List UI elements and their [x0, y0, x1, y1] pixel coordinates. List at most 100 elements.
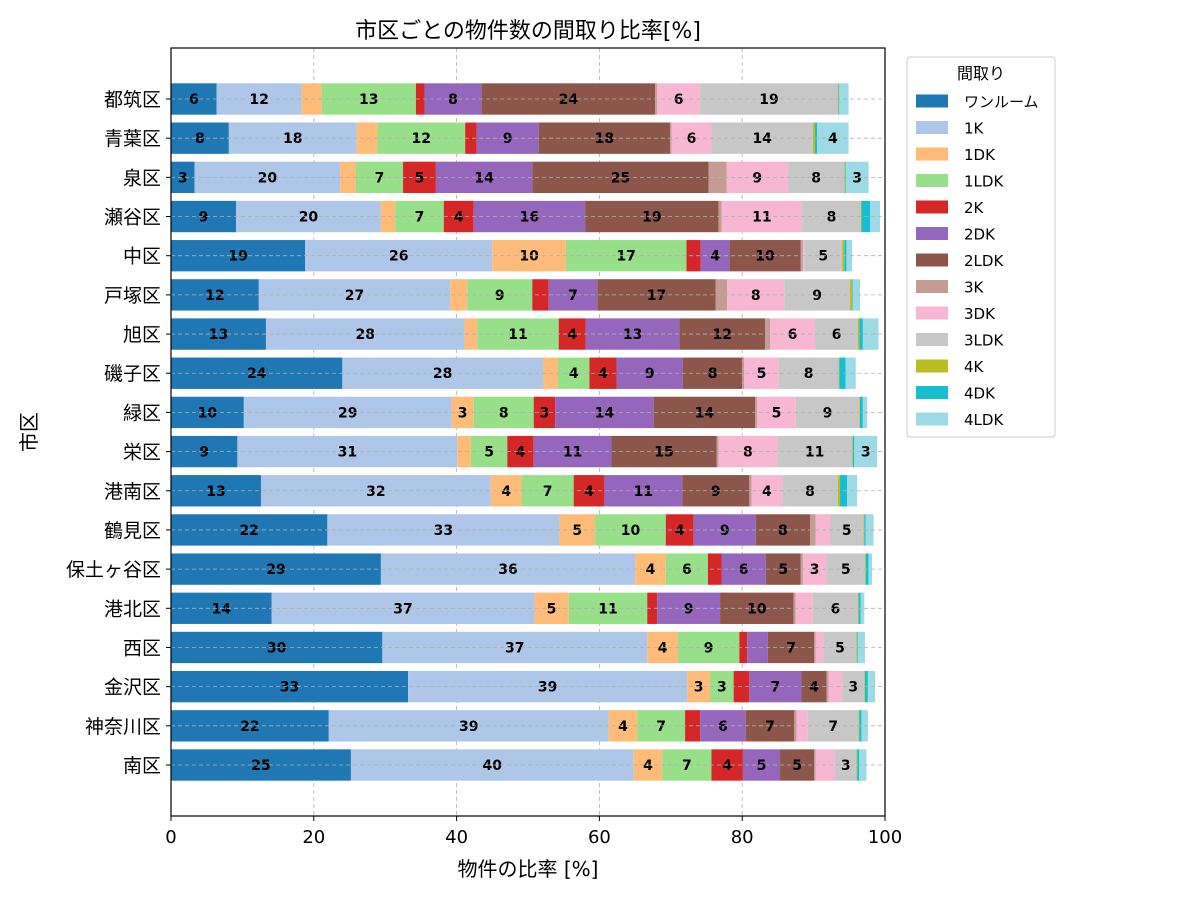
data-label-15-3: 3: [717, 680, 727, 696]
data-label-11-1: 33: [434, 523, 453, 539]
data-label-3-8: 11: [752, 210, 771, 226]
data-label-7-6: 8: [708, 366, 718, 382]
bar-segment-5-4: [532, 279, 549, 311]
data-label-10-6: 9: [711, 484, 721, 500]
legend-label-5: 2DK: [964, 226, 996, 244]
bar-segment-14-10: [856, 631, 858, 664]
bar-segment-12-0: [171, 553, 381, 585]
bar-segment-6-12: [862, 318, 879, 350]
bar-segment-8-7: [755, 396, 758, 429]
data-label-8-9: 9: [823, 405, 833, 421]
y-tick-label-6: 旭区: [123, 324, 161, 346]
data-label-4-5: 4: [710, 249, 720, 265]
bar-segment-11-10: [863, 514, 865, 546]
data-label-15-1: 39: [538, 680, 557, 696]
legend-swatch-11: [916, 386, 948, 399]
bar-segment-10-7: [749, 475, 752, 507]
data-label-14-2: 4: [658, 640, 668, 656]
y-tick-label-9: 栄区: [123, 442, 161, 464]
x-tick-label-5: 100: [868, 827, 902, 848]
data-label-12-3: 6: [682, 562, 692, 578]
data-label-9-3: 5: [484, 445, 494, 461]
data-label-8-0: 10: [198, 405, 218, 421]
legend-label-3: 1LDK: [964, 173, 1004, 191]
data-label-16-3: 7: [656, 719, 666, 735]
data-label-8-2: 3: [458, 405, 468, 421]
y-tick-label-15: 金沢区: [104, 677, 161, 699]
data-label-4-6: 10: [755, 249, 775, 265]
y-tick-label-13: 港北区: [104, 598, 161, 620]
x-axis-title: 物件の比率 [%]: [458, 857, 599, 881]
data-label-11-6: 8: [778, 523, 788, 539]
data-label-14-3: 9: [704, 640, 714, 656]
data-label-12-1: 36: [498, 562, 517, 578]
data-label-12-6: 5: [778, 562, 788, 578]
data-label-0-6: 24: [559, 92, 579, 108]
data-label-4-2: 10: [519, 249, 539, 265]
bar-segment-5-7: [715, 279, 728, 311]
legend: 間取り ワンルーム 1K 1DK 1LDK 2K 2DK 2LDK 3K 3DK 3LDK 4K 4D…: [906, 56, 1056, 438]
bar-segment-15-3: [710, 670, 734, 703]
bar-segment-9-2: [457, 435, 471, 468]
legend-swatch-9: [916, 333, 948, 346]
legend-label-4: 2K: [964, 199, 985, 217]
data-label-14-1: 37: [505, 640, 524, 656]
legend-swatch-6: [916, 253, 948, 267]
data-label-11-4: 4: [675, 523, 685, 539]
data-label-6-8: 6: [788, 327, 798, 343]
y-tick-label-1: 青葉区: [104, 128, 161, 150]
data-label-12-8: 3: [810, 562, 820, 578]
legend-swatch-1: [916, 121, 948, 134]
bar-segment-14-8: [815, 631, 824, 664]
bar-segment-8-9: [795, 396, 860, 429]
data-label-2-8: 9: [752, 170, 762, 186]
data-label-0-5: 8: [448, 92, 458, 108]
legend-swatch-12: [916, 412, 948, 426]
bar-segment-13-12: [860, 592, 865, 624]
legend-label-11: 4DK: [964, 385, 996, 403]
data-label-10-8: 4: [762, 484, 772, 500]
bar-segment-12-5: [721, 553, 766, 585]
data-label-13-9: 6: [831, 601, 841, 617]
legend-swatch-2: [916, 147, 948, 161]
data-label-5-1: 27: [345, 288, 364, 304]
bar-segment-1-2: [356, 122, 378, 154]
bar-segment-3-12: [870, 200, 881, 233]
data-label-6-0: 13: [209, 327, 228, 343]
data-label-5-3: 9: [495, 288, 505, 304]
data-label-16-2: 4: [618, 719, 628, 735]
bar-segment-2-1: [194, 161, 341, 194]
data-label-16-6: 7: [765, 719, 775, 735]
data-label-4-0: 19: [228, 249, 247, 265]
data-label-8-6: 14: [695, 405, 715, 421]
data-label-6-5: 13: [623, 327, 642, 343]
y-tick-label-8: 緑区: [123, 402, 161, 424]
legend-label-9: 3LDK: [964, 332, 1004, 350]
y-tick-label-5: 戸塚区: [104, 285, 161, 307]
data-label-15-0: 33: [280, 680, 299, 696]
data-label-11-2: 5: [572, 523, 582, 539]
bar-segment-17-10: [856, 749, 858, 781]
data-label-15-9: 3: [848, 680, 858, 696]
bar-segment-2-8: [726, 161, 788, 194]
data-label-3-0: 9: [199, 210, 209, 226]
data-label-7-3: 4: [569, 366, 579, 382]
data-label-1-9: 14: [752, 131, 772, 147]
data-label-7-9: 8: [804, 366, 814, 382]
data-label-16-0: 22: [240, 719, 259, 735]
bar-segment-6-8: [770, 318, 816, 350]
data-label-1-1: 18: [283, 131, 302, 147]
data-label-17-4: 4: [722, 758, 732, 774]
data-label-10-0: 13: [206, 484, 225, 500]
legend-label-2: 1DK: [964, 146, 996, 164]
data-label-10-2: 4: [501, 484, 511, 500]
legend-swatch-8: [916, 306, 948, 320]
data-label-9-6: 15: [654, 445, 673, 461]
data-label-17-0: 25: [251, 758, 270, 774]
y-tick-label-10: 港南区: [104, 481, 161, 503]
data-label-8-1: 29: [338, 405, 357, 421]
bar-segment-0-4: [415, 83, 425, 115]
legend-swatch-4: [916, 200, 948, 214]
bar-segment-14-12: [857, 631, 866, 664]
bar-segment-9-0: [171, 435, 238, 468]
